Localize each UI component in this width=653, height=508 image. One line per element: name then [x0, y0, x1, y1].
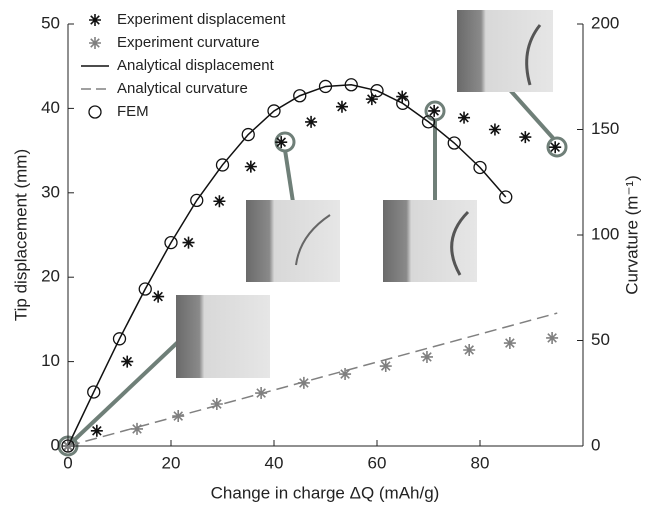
- asterisk-marker: [339, 368, 352, 381]
- asterisk-marker: [519, 131, 532, 144]
- asterisk-marker: [182, 236, 195, 249]
- photo-strip: [525, 24, 542, 86]
- x-axis-label: Change in charge ΔQ (mAh/g): [211, 483, 440, 502]
- y-tick-label: 40: [41, 98, 60, 117]
- asterisk-marker: [488, 123, 501, 136]
- inset-photo: [457, 10, 553, 92]
- asterisk-marker: [89, 37, 101, 49]
- circle-marker: [112, 332, 127, 346]
- circle-marker: [61, 439, 75, 453]
- x-tick-label: 20: [162, 453, 181, 472]
- asterisk-marker: [275, 136, 288, 149]
- photo-strip: [450, 210, 470, 276]
- legend-label: FEM: [117, 103, 149, 120]
- inset-photo: [246, 200, 340, 282]
- legend-label: Experiment displacement: [117, 11, 286, 28]
- y-tick-label: 50: [41, 13, 60, 32]
- asterisk-marker: [463, 343, 476, 356]
- asterisk-marker: [549, 141, 562, 154]
- y-tick-label: 30: [41, 182, 60, 201]
- legend-label: Experiment curvature: [117, 34, 260, 51]
- y2-tick-label: 100: [591, 224, 619, 243]
- leader-line: [283, 149, 295, 203]
- circle-marker: [241, 127, 255, 142]
- asterisk-marker: [420, 350, 433, 363]
- x-tick-label: 60: [368, 453, 387, 472]
- circle-marker: [473, 160, 487, 175]
- circle-marker: [344, 78, 358, 92]
- photo-strip: [295, 214, 331, 266]
- circle-marker: [499, 190, 513, 204]
- circle-marker: [190, 193, 204, 208]
- asterisk-marker: [458, 111, 471, 124]
- y-tick-label: 10: [41, 351, 60, 370]
- y2-tick-label: 0: [591, 435, 600, 454]
- asterisk-marker: [396, 90, 409, 103]
- y2-axis-label: Curvature (m⁻¹): [622, 175, 641, 294]
- asterisk-marker: [379, 360, 392, 373]
- y-axis-label: Tip displacement (mm): [11, 149, 30, 321]
- asterisk-marker: [428, 104, 441, 117]
- circle-marker: [370, 84, 384, 98]
- asterisk-marker: [546, 331, 559, 344]
- asterisk-marker: [503, 337, 516, 350]
- circle-marker: [164, 235, 178, 250]
- asterisk-marker: [121, 355, 134, 368]
- circle-marker: [421, 115, 436, 129]
- asterisk-marker: [244, 160, 257, 173]
- asterisk-marker: [131, 422, 144, 435]
- circle-marker: [267, 104, 281, 118]
- y2-tick-label: 50: [591, 330, 610, 349]
- asterisk-marker: [90, 424, 103, 437]
- asterisk-marker: [89, 14, 101, 26]
- asterisk-marker: [297, 376, 310, 389]
- legend: Experiment displacement Experiment curvat…: [81, 11, 286, 120]
- y2-tick-label: 200: [591, 13, 619, 32]
- inset-marker: [424, 100, 446, 122]
- circle-marker: [318, 79, 333, 94]
- circle-marker: [138, 282, 152, 296]
- inset-photo: [176, 295, 270, 378]
- y2-tick-label: 150: [591, 119, 619, 138]
- circle-marker: [88, 105, 102, 119]
- asterisk-marker: [213, 195, 226, 208]
- circle-marker: [293, 89, 307, 103]
- y-tick-label: 0: [51, 435, 60, 454]
- circle-marker: [396, 96, 410, 110]
- asterisk-marker: [335, 100, 348, 113]
- inset-photo: [383, 200, 477, 282]
- circle-marker: [87, 385, 101, 399]
- asterisk-marker: [210, 398, 223, 411]
- series-line: [67, 312, 558, 447]
- inset-photos: [57, 10, 568, 457]
- circle-marker: [215, 158, 230, 172]
- y-tick-label: 20: [41, 267, 60, 286]
- asterisk-marker: [152, 290, 165, 303]
- inset-marker: [546, 136, 568, 158]
- asterisk-marker: [305, 115, 318, 128]
- leader-line: [508, 88, 555, 140]
- asterisk-marker: [365, 93, 378, 106]
- legend-label: Analytical displacement: [117, 57, 275, 74]
- x-tick-label: 80: [471, 453, 490, 472]
- x-tick-label: 0: [63, 453, 72, 472]
- circle-marker: [447, 136, 461, 150]
- legend-label: Analytical curvature: [117, 80, 248, 97]
- leader-line: [68, 340, 180, 446]
- x-tick-label: 40: [265, 453, 284, 472]
